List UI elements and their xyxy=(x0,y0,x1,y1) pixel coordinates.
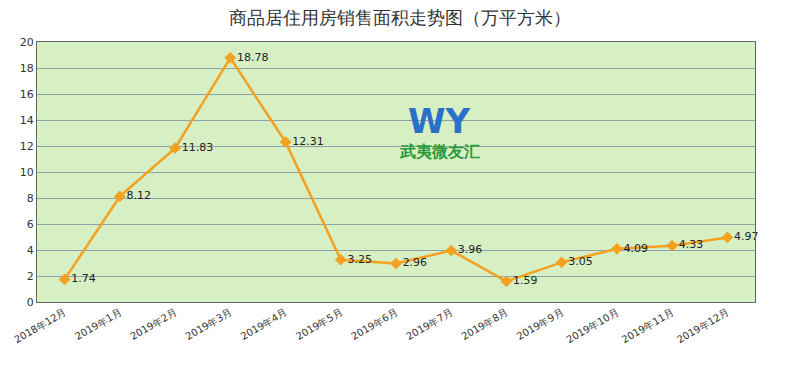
svg-text:14: 14 xyxy=(20,114,34,127)
svg-text:11.83: 11.83 xyxy=(182,141,214,154)
svg-text:2.96: 2.96 xyxy=(403,256,428,269)
svg-text:WY: WY xyxy=(408,101,471,141)
svg-text:2019年2月: 2019年2月 xyxy=(128,307,178,342)
svg-text:3.05: 3.05 xyxy=(568,255,593,268)
svg-text:2018年12月: 2018年12月 xyxy=(12,307,68,346)
svg-text:8.12: 8.12 xyxy=(126,189,151,202)
svg-text:4.09: 4.09 xyxy=(624,242,649,255)
svg-text:3.96: 3.96 xyxy=(458,243,483,256)
svg-text:2: 2 xyxy=(27,270,34,283)
svg-text:20: 20 xyxy=(20,36,34,49)
svg-text:2019年6月: 2019年6月 xyxy=(349,307,399,342)
svg-text:18: 18 xyxy=(20,62,34,75)
svg-text:3.25: 3.25 xyxy=(347,253,372,266)
svg-text:商品居住用房销售面积走势图（万平方米）: 商品居住用房销售面积走势图（万平方米） xyxy=(229,7,571,28)
svg-text:1.74: 1.74 xyxy=(71,272,96,285)
svg-text:12.31: 12.31 xyxy=(292,135,324,148)
svg-text:0: 0 xyxy=(27,296,34,309)
svg-text:10: 10 xyxy=(20,166,34,179)
svg-text:2019年4月: 2019年4月 xyxy=(239,307,289,342)
svg-text:4: 4 xyxy=(27,244,34,257)
svg-text:2019年3月: 2019年3月 xyxy=(183,307,233,342)
svg-text:2019年7月: 2019年7月 xyxy=(404,307,454,342)
svg-text:1.59: 1.59 xyxy=(513,274,538,287)
svg-text:2019年9月: 2019年9月 xyxy=(515,307,565,342)
svg-text:6: 6 xyxy=(27,218,34,231)
svg-text:4.33: 4.33 xyxy=(679,238,704,251)
svg-text:2019年10月: 2019年10月 xyxy=(565,307,621,346)
svg-text:12: 12 xyxy=(20,140,34,153)
svg-text:2019年5月: 2019年5月 xyxy=(294,307,344,342)
svg-text:武夷微友汇: 武夷微友汇 xyxy=(399,142,480,161)
svg-text:18.78: 18.78 xyxy=(237,51,269,64)
svg-text:16: 16 xyxy=(20,88,34,101)
svg-text:2019年12月: 2019年12月 xyxy=(675,307,731,346)
svg-text:2019年11月: 2019年11月 xyxy=(620,307,676,346)
svg-text:4.97: 4.97 xyxy=(734,230,759,243)
svg-text:2019年1月: 2019年1月 xyxy=(73,307,123,342)
svg-text:2019年8月: 2019年8月 xyxy=(460,307,510,342)
svg-text:8: 8 xyxy=(27,192,34,205)
